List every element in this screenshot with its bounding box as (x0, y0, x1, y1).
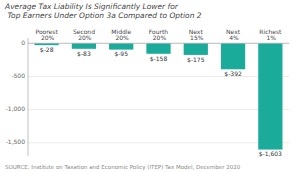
bar (109, 43, 133, 49)
grid-line (28, 43, 289, 44)
zero-line (28, 43, 289, 44)
tick-label: -1,500 (6, 138, 26, 145)
data-label: $-28 (40, 46, 54, 53)
category-label: Richest 1% (259, 28, 282, 42)
chart: Average Tax Liability Is Significantly L… (0, 0, 293, 172)
bar (72, 43, 96, 49)
annotation: SOURCE: Institute on Taxation and Econom… (5, 164, 241, 171)
bar (146, 43, 170, 53)
data-label: $-158 (150, 55, 168, 62)
category-label: Fourth 20% (149, 28, 169, 42)
title: Average Tax Liability Is Significantly L… (4, 2, 202, 20)
data-label: $-1,603 (259, 150, 282, 157)
data-label: $-95 (114, 50, 128, 57)
category-label: Middle 20% (111, 28, 131, 42)
category-label: Next 15% (188, 28, 204, 42)
category-label: Second 20% (73, 28, 95, 42)
bar (258, 43, 282, 149)
grid-line (28, 76, 289, 77)
grid-line (28, 142, 289, 143)
bars (35, 43, 283, 149)
tick-label: -1,000 (6, 105, 26, 112)
category-label: Poorest 20% (36, 28, 59, 42)
bar (221, 43, 245, 69)
data-label: $-175 (187, 56, 205, 63)
data-label: $-392 (224, 70, 242, 77)
tick-label: 0 (21, 39, 25, 46)
grid (28, 43, 289, 142)
grid-line (28, 109, 289, 110)
category-label: Next 4% (226, 28, 241, 42)
bar (184, 43, 208, 55)
data-label: $-83 (77, 50, 91, 57)
tick-label: -500 (11, 72, 25, 79)
y-axis (28, 38, 29, 156)
